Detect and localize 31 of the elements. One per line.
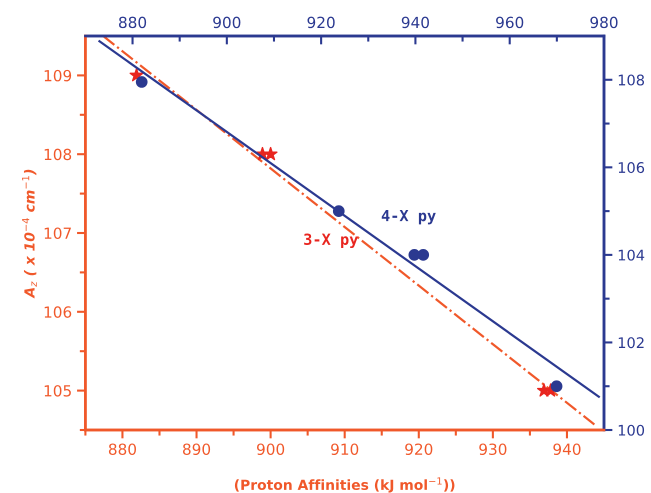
y-tick-label: 108 [44, 148, 72, 160]
x-axis-title: (Proton Affinities (kJ mol$^{−1}$)) [234, 477, 454, 493]
x-tick-label: 930 [479, 443, 506, 456]
x-tick-label: 900 [256, 443, 284, 456]
point [136, 76, 148, 88]
x2-tick-label: 940 [402, 16, 429, 28]
x2-tick-label: 920 [308, 16, 335, 28]
y2-tick-label: 108 [618, 74, 644, 86]
y2-tick-label: 104 [618, 250, 644, 261]
x-tick-label: 940 [553, 443, 581, 456]
x2-tick-label: 900 [213, 16, 240, 28]
y2-tick-label: 100 [618, 424, 644, 436]
y-tick-label: 109 [44, 70, 72, 82]
point [417, 249, 430, 261]
x2-tick-label: 960 [496, 16, 524, 28]
x-tick-label: 920 [405, 443, 432, 456]
x-tick-label: 910 [331, 443, 358, 456]
y2-tick-label: 102 [618, 337, 644, 348]
series-label: 4-X py [382, 210, 436, 224]
point [550, 380, 562, 392]
x2-tick-label: 880 [119, 16, 146, 28]
text: 3-X py [304, 233, 358, 248]
y-axis-title: A$_{z}$ ( x 10$^{−4}$ cm$^{−1}$) [22, 170, 37, 298]
y2-tick-label: 106 [618, 162, 644, 174]
x-tick-label: 880 [108, 443, 136, 456]
y-tick-label: 106 [44, 306, 72, 318]
point [332, 205, 345, 217]
x2-tick-label: 980 [590, 16, 618, 28]
y-tick-label: 105 [44, 385, 71, 397]
y-tick-label: 107 [44, 227, 71, 240]
x-tick-label: 890 [182, 443, 210, 456]
